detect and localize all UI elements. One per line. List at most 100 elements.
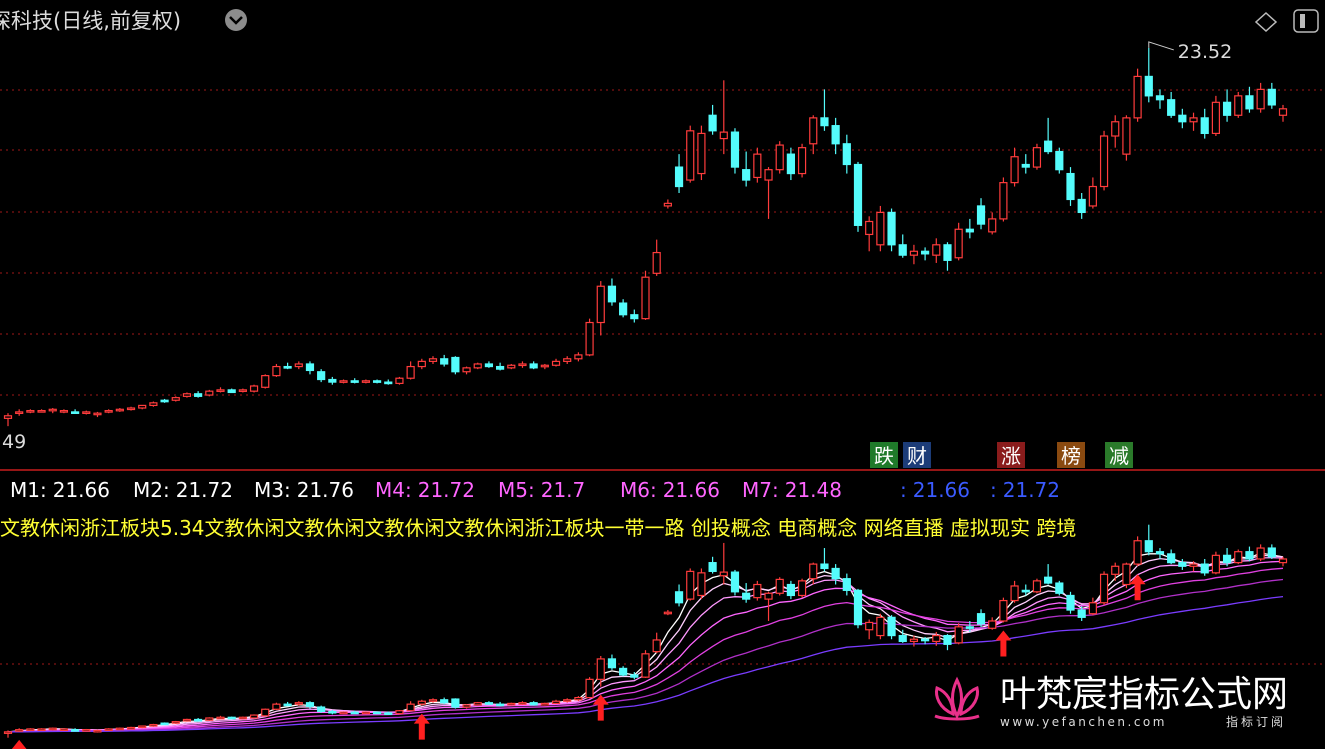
candle-body (898, 634, 907, 643)
candle-body (775, 144, 784, 171)
candle-body (283, 365, 292, 369)
candle-body (641, 276, 650, 320)
buy-arrow (995, 630, 1012, 657)
candle-body (921, 250, 930, 255)
candle-body (249, 385, 259, 392)
max-marker: 23.52 (1178, 41, 1232, 63)
button-bg[interactable] (870, 442, 898, 468)
candle-body (1111, 121, 1120, 137)
indicator-label: M3: (254, 478, 291, 502)
watermark-url: www.yefanchen.com (1000, 715, 1167, 729)
candle-body (663, 611, 672, 615)
main-panel: 23.52 49 跌财 涨 榜 减 (2, 41, 1288, 468)
candle-body (171, 721, 180, 724)
candle-body (630, 674, 639, 678)
candle-body (563, 699, 572, 702)
candle-body (372, 711, 382, 715)
watermark-name: 叶梵宸指标公式网 (1000, 674, 1288, 715)
candle-body (1055, 150, 1064, 171)
signal-button[interactable]: 榜 (1057, 442, 1085, 468)
candle-body (1066, 594, 1075, 611)
candle-body (965, 228, 974, 233)
candle-body (238, 716, 247, 720)
candle-body (15, 729, 24, 732)
ribbon-line (7, 595, 1284, 733)
signal-button[interactable]: 跌 (870, 442, 898, 468)
button-bg[interactable] (1057, 442, 1085, 468)
candle-body (853, 163, 863, 226)
candle-body (138, 725, 147, 729)
candle-body (988, 620, 997, 629)
candle-body (1077, 198, 1086, 214)
buy-arrow (11, 739, 27, 749)
candle-body (384, 381, 393, 385)
candle-body (1111, 565, 1120, 575)
candle-body (708, 562, 717, 572)
candle-body (1032, 147, 1042, 168)
candle-body (529, 702, 538, 706)
button-label[interactable]: 跌 (874, 444, 894, 468)
candle-body (440, 699, 449, 704)
candle-body (339, 380, 348, 383)
candle-body (563, 358, 572, 362)
candle-body (305, 702, 315, 707)
layout-icon[interactable] (1254, 11, 1278, 33)
candle-body (551, 700, 561, 705)
indicator-label: M5: (498, 478, 535, 502)
candle-body (305, 363, 315, 372)
candle-body (909, 250, 919, 256)
min-marker: 49 (2, 431, 26, 453)
candle-body (59, 409, 69, 413)
indicator-value: 21.66 (913, 478, 970, 502)
candle-body (440, 358, 449, 365)
candle-body (1167, 99, 1176, 116)
signal-button[interactable]: 减 (1105, 442, 1133, 468)
candle-body (182, 393, 192, 397)
candle-body (518, 702, 527, 705)
candle-body (428, 699, 438, 702)
candle-body (965, 626, 974, 629)
candle-body (775, 578, 784, 594)
candle-body (786, 583, 795, 597)
candle-body (328, 710, 337, 714)
button-bg[interactable] (1105, 442, 1133, 468)
candle-body (350, 380, 359, 383)
indicator-values: M1: 21.66 M2: 21.72 M3: 21.76 M4: 21.72 M5: 21.7 M… (10, 478, 1060, 502)
button-label[interactable]: 涨 (1001, 444, 1021, 468)
candle-body (350, 711, 359, 715)
candle-body (596, 285, 605, 324)
candle-body (921, 638, 930, 642)
candle-body (730, 131, 740, 168)
candle-body (652, 639, 661, 653)
candle-body (149, 723, 158, 727)
watermark-tag: 指标订阅 (1226, 714, 1286, 729)
candle-body (820, 563, 829, 570)
candle-body (1021, 589, 1030, 593)
button-bg[interactable] (903, 442, 931, 468)
signal-button[interactable]: 财 (903, 442, 931, 468)
candle-body (619, 667, 628, 676)
candle-body (171, 397, 180, 401)
candle-body (585, 321, 594, 356)
candle-body (518, 363, 527, 367)
candle-body (48, 408, 57, 412)
indicator-value: 21.48 (785, 478, 842, 502)
candle-body (59, 728, 69, 732)
button-label[interactable]: 榜 (1061, 444, 1081, 468)
title-dropdown[interactable] (225, 9, 247, 31)
candle-body (909, 638, 919, 643)
signal-button[interactable]: 涨 (997, 442, 1025, 468)
candle-body (451, 356, 460, 373)
button-label[interactable]: 减 (1109, 444, 1129, 468)
button-label[interactable]: 财 (907, 444, 927, 468)
candle-body (1010, 156, 1019, 184)
candle-body (932, 244, 941, 256)
candle-body (1155, 95, 1165, 101)
candle-body (1267, 547, 1276, 558)
candle-body (26, 728, 35, 732)
panel-icon[interactable] (1293, 9, 1319, 33)
button-bg[interactable] (997, 442, 1025, 468)
candle-body (294, 363, 303, 368)
candle-body (887, 616, 896, 637)
candle-body (37, 409, 46, 413)
